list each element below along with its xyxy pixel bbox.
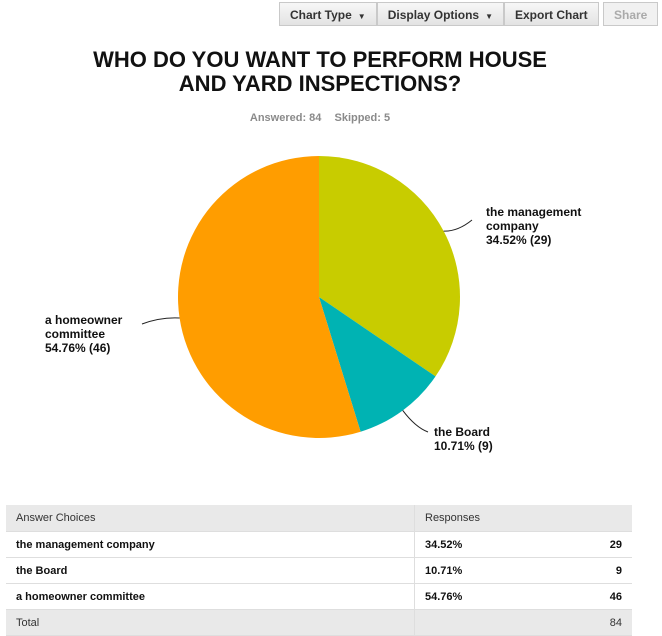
header-answer-choices: Answer Choices: [6, 505, 415, 532]
chart-type-button[interactable]: Chart Type ▼: [279, 2, 377, 26]
leader-line-the-board: [402, 410, 429, 433]
share-group: Share: [603, 2, 659, 26]
total-spacer: [414, 609, 545, 636]
chart-toolbar: Chart Type ▼ Display Options ▼ Export Char…: [0, 0, 662, 28]
row-percent: 54.76%: [414, 583, 545, 610]
chart-options-group: Chart Type ▼ Display Options ▼: [279, 2, 504, 26]
responses-table: Answer Choices Responses the management …: [6, 505, 632, 636]
pie-label-the-board: the Board 10.71% (9): [434, 425, 493, 453]
answered-count: Answered: 84: [249, 112, 322, 124]
chart-title: WHO DO YOU WANT TO PERFORM HOUSE AND YAR…: [0, 48, 640, 96]
row-percent: 34.52%: [414, 531, 545, 558]
share-label: Share: [614, 8, 648, 22]
row-choice: the management company: [6, 531, 415, 558]
total-value: 84: [545, 609, 632, 636]
row-count: 29: [545, 531, 632, 558]
row-percent: 10.71%: [414, 557, 545, 584]
skipped-count: Skipped: 5: [334, 112, 391, 124]
responses-table-container: Answer Choices Responses the management …: [6, 505, 632, 636]
table-row: the Board 10.71% 9: [6, 557, 632, 584]
row-choice: a homeowner committee: [6, 583, 415, 610]
share-button[interactable]: Share: [603, 2, 659, 26]
table-header-row: Answer Choices Responses: [6, 505, 632, 532]
chart-title-line-2: AND YARD INSPECTIONS?: [178, 71, 462, 96]
display-options-button[interactable]: Display Options ▼: [376, 2, 504, 26]
total-label: Total: [6, 609, 415, 636]
pie-label-a-homeowner-committee: a homeowner committee 54.76% (46): [45, 313, 123, 355]
pie-slice-the-management-company[interactable]: [319, 156, 460, 377]
chevron-down-icon: ▼: [485, 12, 493, 21]
pie-slice-the-board[interactable]: [319, 297, 436, 432]
row-count: 46: [545, 583, 632, 610]
leader-line-the-management-company: [443, 219, 473, 232]
chart-type-label: Chart Type: [290, 8, 352, 22]
table-row: the management company 34.52% 29: [6, 531, 632, 558]
response-stats: Answered: 84 Skipped: 5: [0, 112, 640, 124]
export-group: Export Chart: [504, 2, 599, 26]
chevron-down-icon: ▼: [357, 12, 366, 21]
export-chart-button[interactable]: Export Chart: [504, 2, 599, 26]
row-choice: the Board: [6, 557, 415, 584]
chart-title-line-1: WHO DO YOU WANT TO PERFORM HOUSE: [93, 47, 547, 72]
pie-label-the-management-company: the management company 34.52% (29): [486, 205, 581, 247]
display-options-label: Display Options: [387, 8, 480, 22]
pie-chart: the management company 34.52% (29) the Boar…: [45, 156, 581, 453]
row-count: 9: [545, 557, 632, 584]
header-responses: Responses: [414, 505, 632, 532]
pie-slice-a-homeowner-committee[interactable]: [178, 156, 361, 438]
table-row: a homeowner committee 54.76% 46: [6, 583, 632, 610]
table-total-row: Total 84: [6, 609, 632, 636]
leader-line-a-homeowner-committee: [141, 317, 180, 325]
export-chart-label: Export Chart: [515, 8, 588, 22]
